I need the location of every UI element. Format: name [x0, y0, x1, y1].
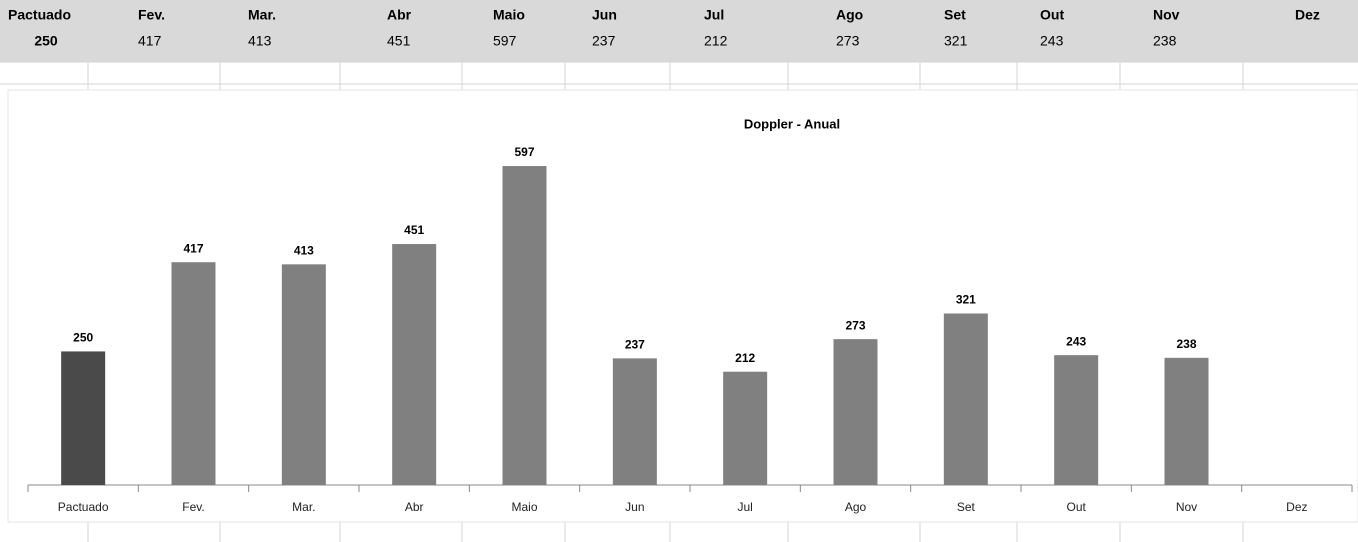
bar: [1164, 357, 1209, 485]
bar: [1054, 355, 1099, 485]
x-tick-label: Pactuado: [58, 500, 109, 514]
data-label: 250: [73, 331, 93, 345]
x-tick-label: Dez: [1286, 500, 1307, 514]
bar: [723, 371, 768, 485]
chart-area: [7, 89, 1358, 523]
data-label: 238: [1176, 337, 1196, 351]
bar: [281, 264, 326, 485]
bar: [502, 166, 547, 485]
header-label: Mar.: [248, 7, 276, 23]
x-tick-label: Ago: [845, 500, 867, 514]
header-label: Ago: [836, 7, 863, 23]
bar: [943, 313, 988, 485]
header-value: 238: [1153, 33, 1177, 49]
header-value: 451: [387, 33, 411, 49]
x-tick-label: Out: [1066, 500, 1086, 514]
header-value: 597: [493, 33, 517, 49]
data-label: 273: [845, 318, 865, 332]
x-tick-label: Set: [957, 500, 976, 514]
column-lines: [87, 62, 1244, 542]
bar: [833, 339, 878, 485]
header-value: 250: [34, 33, 58, 49]
data-label: 597: [514, 145, 534, 159]
x-tick-label: Fev.: [182, 500, 204, 514]
header-band: [0, 0, 1358, 62]
x-tick-label: Nov: [1176, 500, 1197, 514]
data-label: 321: [956, 293, 976, 307]
header-value: 417: [138, 33, 162, 49]
header-label: Fev.: [138, 7, 165, 23]
header-label: Abr: [387, 7, 412, 23]
header-value: 413: [248, 33, 272, 49]
data-label: 413: [294, 244, 314, 258]
data-label: 243: [1066, 334, 1086, 348]
header-label: Maio: [493, 7, 525, 23]
header-value: 212: [704, 33, 728, 49]
header-label: Nov: [1153, 7, 1180, 23]
data-label: 212: [735, 351, 755, 365]
bar: [171, 262, 216, 485]
header-value: 321: [944, 33, 968, 49]
data-label: 237: [625, 338, 645, 352]
x-tick-label: Maio: [511, 500, 537, 514]
header-value: 237: [592, 33, 616, 49]
bar: [61, 351, 106, 485]
data-label: 417: [183, 241, 203, 255]
header-label: Dez: [1295, 7, 1320, 23]
header-label: Pactuado: [8, 7, 71, 23]
x-tick-label: Jun: [625, 500, 644, 514]
header-label: Jul: [704, 7, 724, 23]
bar: [612, 358, 657, 485]
data-label: 451: [404, 223, 424, 237]
header-value: 243: [1040, 33, 1064, 49]
bar: [392, 244, 437, 485]
x-tick-label: Abr: [405, 500, 424, 514]
header-label: Out: [1040, 7, 1064, 23]
chart-title: Doppler - Anual: [744, 116, 840, 131]
x-tick-label: Jul: [737, 500, 752, 514]
header-label: Set: [944, 7, 966, 23]
x-tick-label: Mar.: [292, 500, 315, 514]
header-value: 273: [836, 33, 860, 49]
header-label: Jun: [592, 7, 617, 23]
